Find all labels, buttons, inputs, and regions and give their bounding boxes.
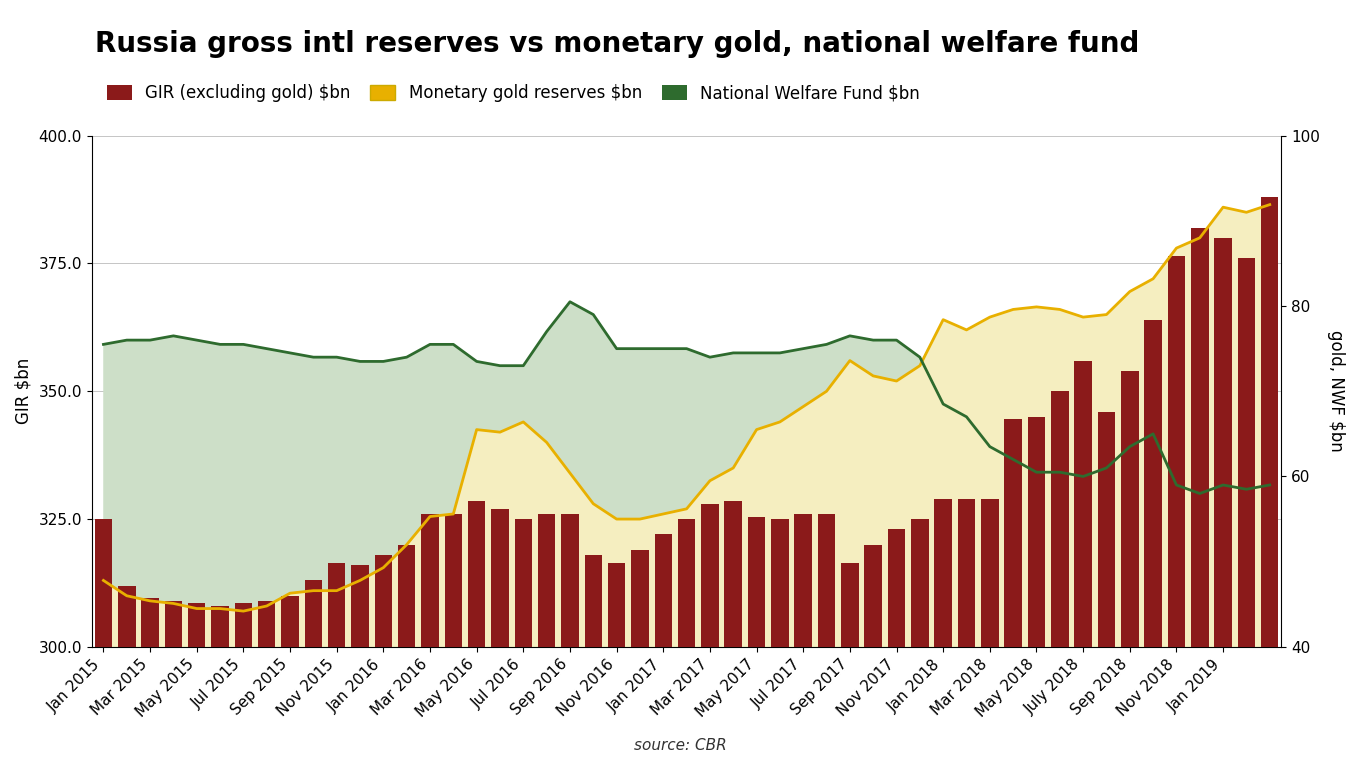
Bar	[585, 555, 602, 647]
Bar	[1261, 197, 1278, 647]
Y-axis label: gold, NWF $bn: gold, NWF $bn	[1327, 330, 1345, 452]
Bar	[305, 581, 322, 647]
Y-axis label: GIR $bn: GIR $bn	[15, 358, 33, 424]
Bar	[235, 603, 252, 647]
Bar	[141, 598, 159, 647]
Bar	[840, 562, 858, 647]
Bar	[422, 514, 439, 647]
Text: source: CBR: source: CBR	[634, 738, 726, 753]
Bar	[1238, 258, 1255, 647]
Bar	[1168, 255, 1185, 647]
Bar	[981, 499, 998, 647]
Bar	[654, 534, 672, 647]
Bar	[1121, 371, 1138, 647]
Bar	[702, 504, 718, 647]
Bar	[211, 606, 228, 647]
Bar	[631, 550, 649, 647]
Bar	[1051, 391, 1069, 647]
Bar	[608, 562, 626, 647]
Bar	[1214, 238, 1232, 647]
Bar	[258, 601, 276, 647]
Bar	[1028, 417, 1046, 647]
Bar	[514, 519, 532, 647]
Bar	[398, 545, 415, 647]
Bar	[911, 519, 929, 647]
Bar	[725, 501, 743, 647]
Bar	[888, 529, 906, 647]
Bar	[351, 565, 369, 647]
Bar	[188, 603, 205, 647]
Bar	[677, 519, 695, 647]
Legend: GIR (excluding gold) $bn, Monetary gold reserves $bn, National Welfare Fund $bn: GIR (excluding gold) $bn, Monetary gold …	[101, 77, 926, 109]
Bar	[748, 516, 766, 647]
Bar	[1074, 361, 1092, 647]
Bar	[934, 499, 952, 647]
Bar	[817, 514, 835, 647]
Bar	[445, 514, 462, 647]
Bar	[282, 596, 299, 647]
Bar	[771, 519, 789, 647]
Bar	[1005, 419, 1021, 647]
Bar	[539, 514, 555, 647]
Bar	[328, 562, 345, 647]
Bar	[562, 514, 579, 647]
Bar	[95, 519, 112, 647]
Bar	[374, 555, 392, 647]
Bar	[468, 501, 486, 647]
Bar	[491, 509, 509, 647]
Bar	[1144, 320, 1161, 647]
Bar	[165, 601, 182, 647]
Bar	[1191, 227, 1209, 647]
Bar	[118, 585, 136, 647]
Bar	[865, 545, 881, 647]
Text: Russia gross intl reserves vs monetary gold, national welfare fund: Russia gross intl reserves vs monetary g…	[95, 30, 1140, 58]
Bar	[1098, 412, 1115, 647]
Bar	[794, 514, 812, 647]
Bar	[957, 499, 975, 647]
